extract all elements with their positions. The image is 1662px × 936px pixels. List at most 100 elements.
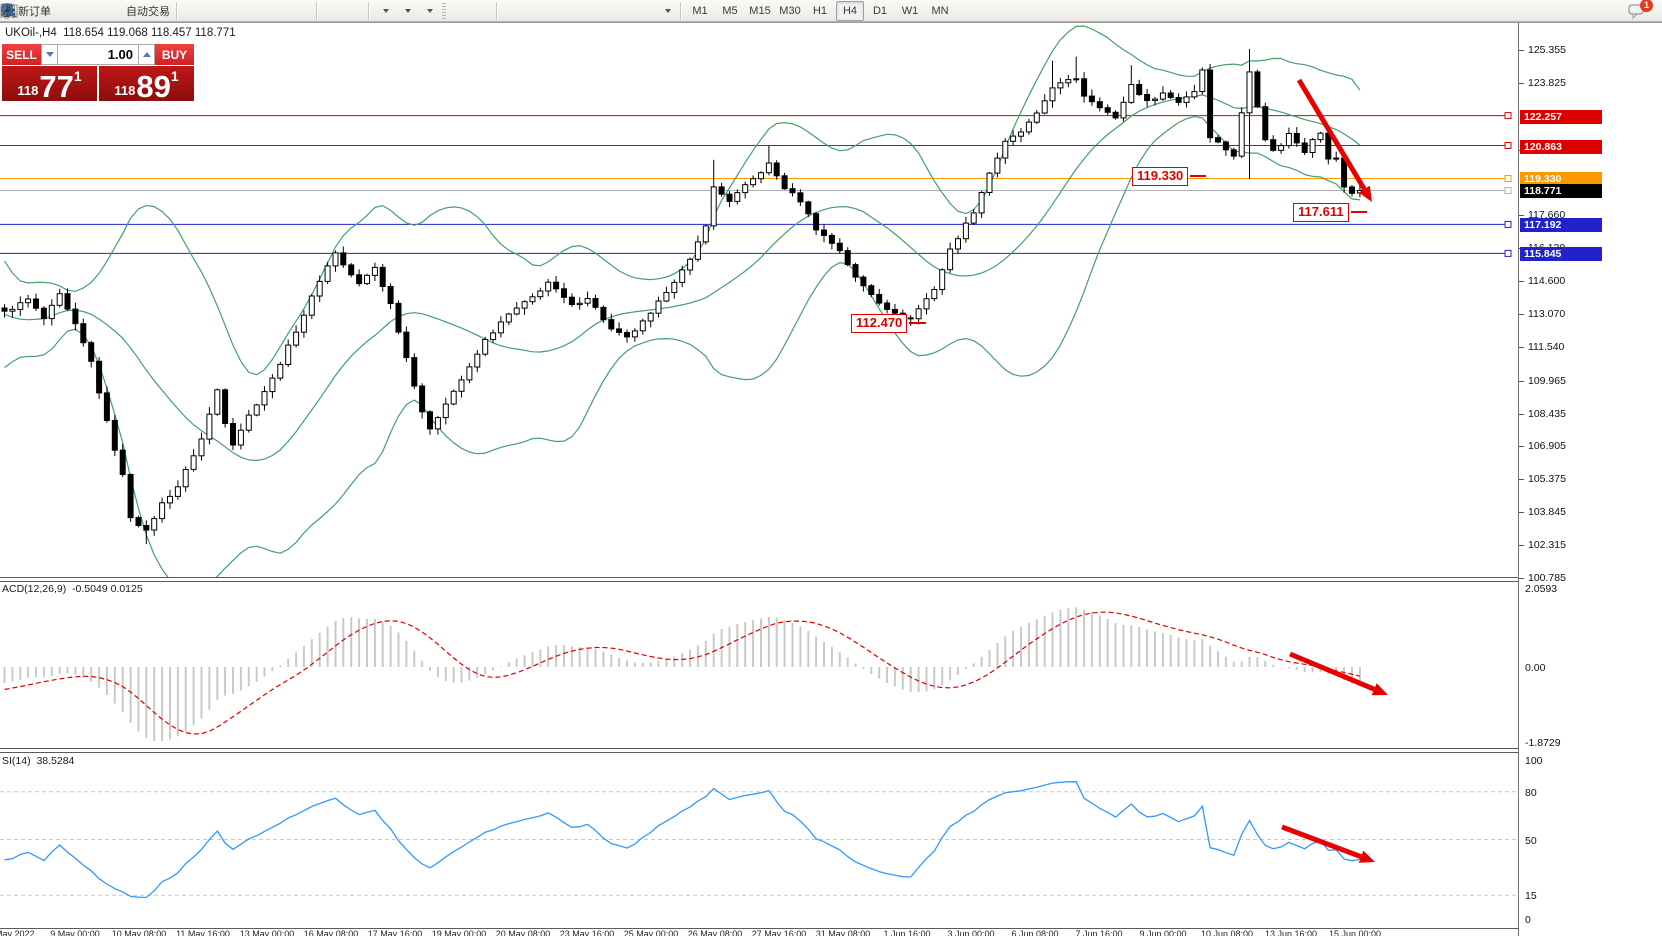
timeframe-button-M30[interactable]: M30 bbox=[779, 4, 801, 17]
price-annotation[interactable]: 112.470 bbox=[851, 314, 908, 333]
metaquotes-button[interactable] bbox=[1, 1, 75, 21]
bar-chart-button[interactable] bbox=[1, 1, 202, 21]
macd-axis-zero: 0.00 bbox=[1525, 662, 1546, 674]
buy-price-display[interactable]: 118 89 1 bbox=[99, 66, 194, 102]
indicators-button[interactable] bbox=[0, 1, 438, 21]
price-tick: 109.965 bbox=[1519, 375, 1566, 387]
timeframe-button-D1[interactable]: D1 bbox=[872, 4, 888, 17]
sell-button[interactable]: SELL bbox=[2, 44, 41, 65]
timeframe-button-MN[interactable]: MN bbox=[931, 4, 949, 17]
toolbar: 新订单 bbox=[0, 0, 1662, 22]
volume-decrease-button[interactable] bbox=[41, 44, 58, 65]
new-order-button[interactable]: 新订单 bbox=[1, 1, 53, 21]
price-annotation[interactable]: 119.330 bbox=[1132, 167, 1189, 186]
price-badge: 115.845 bbox=[1520, 247, 1602, 261]
timeframe-group: M1 M5 M15 M30 H1 H4 D1 W1 MN bbox=[685, 0, 955, 21]
rsi-axis-tick: 50 bbox=[1525, 835, 1537, 847]
spin-down-icon bbox=[45, 52, 54, 57]
time-axis-label: 13 Jun 16:00 bbox=[1264, 929, 1318, 936]
time-axis-label: 9 May 00:00 bbox=[50, 929, 100, 936]
channel-tool-button[interactable]: E bbox=[0, 1, 588, 21]
chat-badge: 1 bbox=[1640, 0, 1653, 12]
timeframe-button-H1[interactable]: H1 bbox=[812, 4, 828, 17]
timeframe-button-M1[interactable]: M1 bbox=[692, 4, 708, 17]
panel-splitter[interactable] bbox=[0, 748, 1662, 753]
zoom-out-button[interactable] bbox=[0, 1, 290, 21]
signals-button[interactable] bbox=[0, 1, 119, 21]
chart-title: UKOil-,H4 118.654 119.068 118.457 118.77… bbox=[5, 27, 236, 39]
price-badge: 122.257 bbox=[1520, 110, 1602, 124]
time-axis-label: 13 May 00:00 bbox=[239, 929, 295, 936]
chevron-down-icon bbox=[382, 8, 389, 13]
window-border bbox=[0, 22, 1662, 23]
timeframe-button-M5[interactable]: M5 bbox=[722, 4, 738, 17]
macd-panel-canvas[interactable] bbox=[0, 581, 1518, 749]
chart-shift-button[interactable] bbox=[1, 1, 364, 21]
chat-button[interactable]: 1 bbox=[1628, 0, 1653, 21]
fibonacci-tool-button[interactable]: F bbox=[1, 1, 610, 21]
volume-increase-button[interactable] bbox=[138, 44, 155, 65]
text-tool-button[interactable]: A bbox=[3, 1, 632, 21]
symbol-period-label: UKOil-,H4 bbox=[5, 27, 57, 39]
macd-label: ACD(12,26,9) -0.5049 0.0125 bbox=[2, 583, 143, 595]
time-axis-label: 16 May 08:00 bbox=[303, 929, 359, 936]
price-tick: 108.435 bbox=[1519, 408, 1566, 420]
new-chart-button[interactable] bbox=[0, 1, 394, 21]
cursor-tool-button[interactable] bbox=[3, 1, 470, 21]
trendline-tool-button[interactable] bbox=[1, 1, 566, 21]
annotation-tail bbox=[1351, 211, 1367, 213]
arrows-tool-button[interactable] bbox=[1, 1, 676, 21]
crosshair-tool-button[interactable] bbox=[1, 1, 492, 21]
spin-up-icon bbox=[142, 52, 151, 57]
search-icon bbox=[1, 3, 16, 18]
price-tick: 111.540 bbox=[1518, 341, 1565, 353]
price-annotation[interactable]: 117.611 bbox=[1293, 203, 1349, 222]
autotrading-label: 自动交易 bbox=[126, 5, 170, 18]
volume-input[interactable] bbox=[58, 44, 138, 65]
toolbar-grip[interactable] bbox=[442, 2, 446, 19]
toolbar-separator bbox=[680, 1, 682, 20]
price-axis[interactable]: 125.355123.825120.720117.660116.130114.6… bbox=[1518, 23, 1662, 936]
horizontal-line-tool-button[interactable] bbox=[1, 1, 544, 21]
price-tick: 106.905 bbox=[1519, 440, 1566, 452]
time-axis-label: 3 Jun 00:00 bbox=[947, 929, 995, 936]
timeframe-button-M15[interactable]: M15 bbox=[749, 4, 771, 17]
macd-axis-max: 2.0593 bbox=[1525, 583, 1558, 595]
search-button[interactable] bbox=[1, 1, 1626, 21]
price-badge: 119.330 bbox=[1520, 172, 1602, 186]
new-order-label: 新订单 bbox=[18, 5, 51, 18]
periods-button[interactable] bbox=[0, 1, 416, 21]
sell-price-display[interactable]: 118 77 1 bbox=[2, 66, 97, 102]
time-axis-label: 10 Jun 08:00 bbox=[1200, 929, 1254, 936]
timeframe-button-W1[interactable]: W1 bbox=[901, 4, 919, 17]
vertical-line-tool-button[interactable] bbox=[5, 1, 522, 21]
toolbar-separator bbox=[496, 1, 498, 20]
zoom-in-button[interactable] bbox=[0, 1, 268, 21]
candlestick-chart-button[interactable] bbox=[2, 1, 224, 21]
autotrading-button[interactable]: 自动交易 bbox=[2, 1, 172, 21]
price-badge: 120.863 bbox=[1520, 140, 1602, 154]
chevron-down-icon bbox=[664, 8, 671, 13]
panel-splitter[interactable] bbox=[0, 577, 1662, 582]
toolbar-separator bbox=[316, 1, 318, 20]
time-axis-label: 15 Jun 00:00 bbox=[1328, 929, 1382, 936]
chevron-down-icon bbox=[426, 8, 433, 13]
buy-button[interactable]: BUY bbox=[155, 44, 194, 65]
rsi-panel-canvas[interactable] bbox=[0, 752, 1518, 928]
time-axis-label: 25 May 00:00 bbox=[623, 929, 679, 936]
time-axis-label: 20 May 08:00 bbox=[495, 929, 551, 936]
price-tick: 113.070 bbox=[1518, 308, 1566, 320]
timeframe-button-H4[interactable]: H4 bbox=[836, 0, 864, 21]
auto-scroll-button[interactable] bbox=[1, 1, 342, 21]
main-chart-canvas[interactable] bbox=[0, 22, 1518, 578]
tile-windows-button[interactable] bbox=[0, 1, 312, 21]
price-tick: 100.785 bbox=[1519, 572, 1566, 584]
time-axis-label: 31 May 08:00 bbox=[815, 929, 871, 936]
annotation-tail bbox=[909, 322, 926, 324]
line-chart-button[interactable] bbox=[0, 1, 246, 21]
community-button[interactable] bbox=[0, 1, 97, 21]
time-axis-label: 26 May 08:00 bbox=[687, 929, 743, 936]
text-label-tool-button[interactable]: T bbox=[1, 1, 654, 21]
